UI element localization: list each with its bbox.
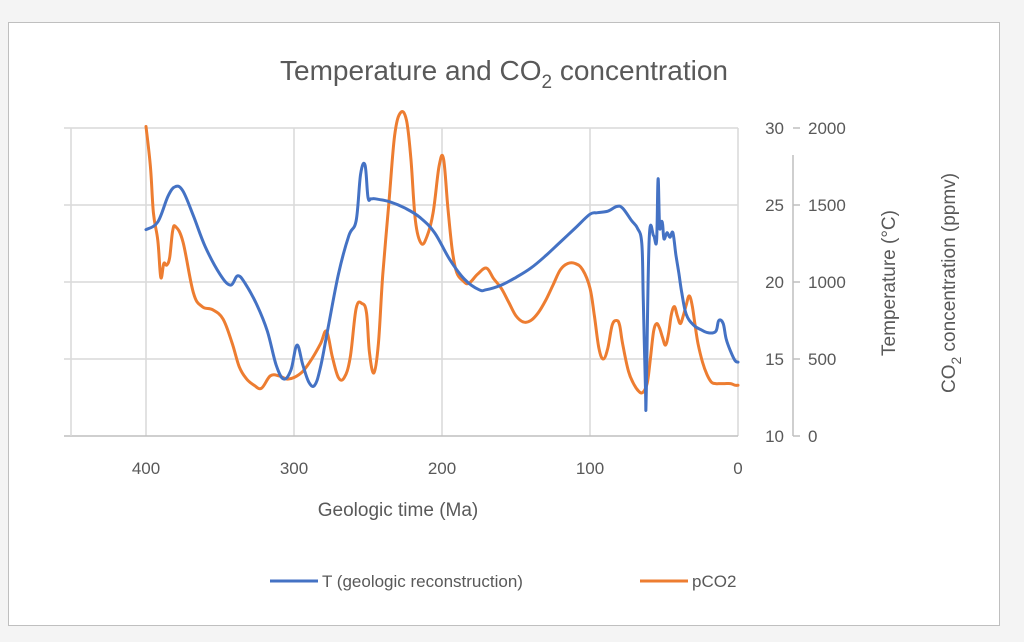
temperature-axis-label: Temperature (°C) [879,210,900,356]
chart-title: Temperature and CO2 concentration [280,55,728,93]
co2-tick-label: 1500 [808,196,846,215]
legend-label-temperature: T (geologic reconstruction) [322,572,523,591]
series-temperature-line [144,161,740,412]
x-tick-label: 100 [576,459,604,478]
series-lines [144,109,740,412]
co2-tick-label: 1000 [808,273,846,292]
chart-frame [8,22,1000,626]
temperature-tick-label: 20 [765,273,784,292]
co2-tick-label: 500 [808,350,836,369]
legend-label-pco2: pCO2 [692,572,736,591]
co2-tick-labels: 0 500 1000 1500 2000 [808,119,846,446]
temperature-tick-label: 30 [765,119,784,138]
x-tick-label: 300 [280,459,308,478]
temperature-tick-label: 15 [765,350,784,369]
legend: T (geologic reconstruction) pCO2 [270,572,736,591]
temperature-tick-label: 25 [765,196,784,215]
axes [64,127,800,437]
temperature-tick-labels: 10 15 20 25 30 [765,119,784,446]
x-tick-label: 200 [428,459,456,478]
co2-tick-label: 0 [808,427,817,446]
series-pco2-line [144,109,740,395]
x-axis-label: Geologic time (Ma) [318,500,479,521]
x-tick-label: 400 [132,459,160,478]
co2-tick-label: 2000 [808,119,846,138]
temperature-tick-label: 10 [765,427,784,446]
x-tick-labels: 400 300 200 100 0 [132,459,743,478]
x-tick-label: 0 [733,459,742,478]
co2-axis-label: CO2 concentration (ppmv) [939,173,964,393]
